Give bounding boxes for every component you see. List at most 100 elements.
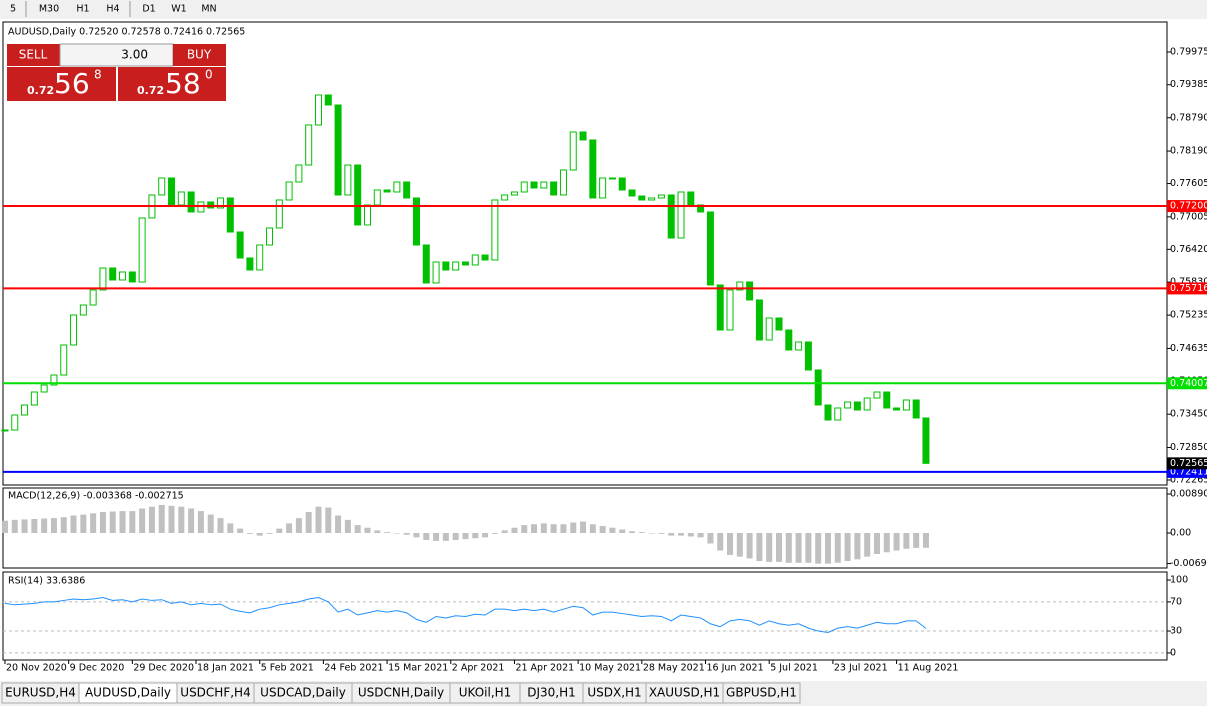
current-price-label: 0.72565	[1170, 458, 1207, 469]
timeframe-button[interactable]: MN	[201, 4, 216, 15]
candle	[873, 391, 881, 399]
candle	[236, 231, 244, 259]
candle	[119, 271, 127, 281]
histogram-bar	[580, 521, 587, 533]
timeframe-button[interactable]: H4	[106, 4, 119, 15]
tab-label[interactable]: XAUUSD,H1	[649, 686, 720, 700]
histogram-bar	[648, 532, 655, 534]
candle	[501, 194, 509, 201]
histogram-bar	[599, 525, 606, 533]
tab-label[interactable]: USDCHF,H4	[180, 686, 250, 700]
candle	[765, 317, 773, 341]
tab-label[interactable]: UKOil,H1	[459, 686, 512, 700]
x-tick-label: 11 Aug 2021	[898, 663, 959, 674]
y-tick-label: 0.79385	[1170, 79, 1207, 90]
histogram-bar	[668, 532, 675, 536]
histogram-bar	[99, 511, 106, 533]
timeframe-button[interactable]: H1	[76, 4, 89, 15]
price-label: 0.72411	[1170, 466, 1207, 477]
tab-label[interactable]: USDX,H1	[587, 686, 641, 700]
histogram-bar	[109, 511, 116, 533]
histogram-bar	[913, 532, 920, 548]
candle	[246, 257, 254, 271]
timeframe-button[interactable]: D1	[142, 4, 155, 15]
y-tick-label: 0.77605	[1170, 178, 1207, 189]
candle	[648, 197, 656, 201]
x-tick-label: 28 May 2021	[643, 663, 705, 674]
candle	[305, 124, 313, 166]
candle	[128, 271, 136, 283]
histogram-bar	[50, 518, 57, 533]
y-tick-label: 0.77005	[1170, 211, 1207, 222]
candle	[795, 341, 803, 351]
x-tick-label: 20 Nov 2020	[6, 663, 67, 674]
histogram-bar	[815, 532, 822, 564]
candle	[344, 164, 352, 196]
histogram-bar	[462, 532, 469, 540]
histogram-bar	[776, 532, 782, 562]
histogram-bar	[697, 532, 704, 538]
candle	[422, 244, 430, 284]
candle	[804, 341, 812, 371]
price-label: 0.74007	[1170, 378, 1207, 389]
candle	[608, 177, 616, 180]
histogram-bar	[197, 511, 204, 533]
candle	[412, 197, 420, 246]
histogram-bar	[570, 522, 577, 533]
histogram-bar	[638, 532, 645, 533]
histogram-bar	[80, 514, 87, 533]
tab-label[interactable]: GBPUSD,H1	[726, 686, 797, 700]
tab-label[interactable]: USDCAD,Daily	[260, 686, 346, 700]
x-tick-label: 9 Dec 2020	[70, 663, 125, 674]
bid-box[interactable]	[7, 67, 116, 101]
histogram-bar	[207, 514, 214, 533]
candle	[716, 284, 724, 331]
y-tick-label: 0.73450	[1170, 409, 1207, 420]
candle	[11, 414, 19, 431]
x-tick-label: 15 Mar 2021	[388, 663, 448, 674]
volume-box[interactable]	[59, 43, 174, 67]
tab-label[interactable]: DJ30,H1	[527, 686, 576, 700]
candle	[657, 194, 665, 199]
histogram-bar	[335, 515, 342, 533]
candle	[520, 181, 528, 193]
tab-label[interactable]: USDCNH,Daily	[358, 686, 444, 700]
histogram-bar	[531, 524, 538, 533]
x-tick-label: 24 Feb 2021	[324, 663, 383, 674]
ask-box[interactable]	[118, 67, 226, 101]
x-tick-label: 5 Jul 2021	[770, 663, 818, 674]
histogram-bar	[501, 530, 508, 533]
timeframe-button[interactable]: 5	[10, 4, 16, 15]
histogram-bar	[727, 532, 734, 555]
x-tick-label: 29 Dec 2020	[133, 663, 194, 674]
candle	[755, 299, 763, 341]
candle	[89, 289, 97, 306]
histogram-bar	[11, 519, 18, 533]
histogram-bar	[658, 532, 665, 534]
candle	[432, 261, 440, 284]
candle	[550, 181, 558, 196]
candle	[177, 191, 185, 206]
buy-button[interactable]	[173, 44, 226, 66]
candle	[638, 195, 646, 201]
histogram-bar	[472, 532, 479, 539]
candle	[510, 191, 518, 196]
tab-label[interactable]: EURUSD,H4	[5, 686, 76, 700]
candle	[442, 261, 450, 271]
y-tick-label: 0.78790	[1170, 112, 1207, 123]
histogram-bar	[31, 518, 38, 533]
histogram-bar	[374, 530, 381, 533]
tab[interactable]	[722, 682, 801, 704]
timeframe-button[interactable]: W1	[171, 4, 186, 15]
tab-label[interactable]: AUDUSD,Daily	[85, 686, 171, 700]
histogram-bar	[452, 532, 459, 541]
buy-label: BUY	[187, 48, 212, 62]
y-tick-label: 0.72850	[1170, 442, 1207, 453]
sell-button[interactable]	[7, 44, 60, 66]
histogram-bar	[824, 532, 831, 564]
timeframe-button[interactable]: M30	[39, 4, 59, 15]
histogram-bar	[854, 532, 861, 560]
candle	[158, 177, 166, 196]
histogram-bar	[188, 508, 195, 533]
